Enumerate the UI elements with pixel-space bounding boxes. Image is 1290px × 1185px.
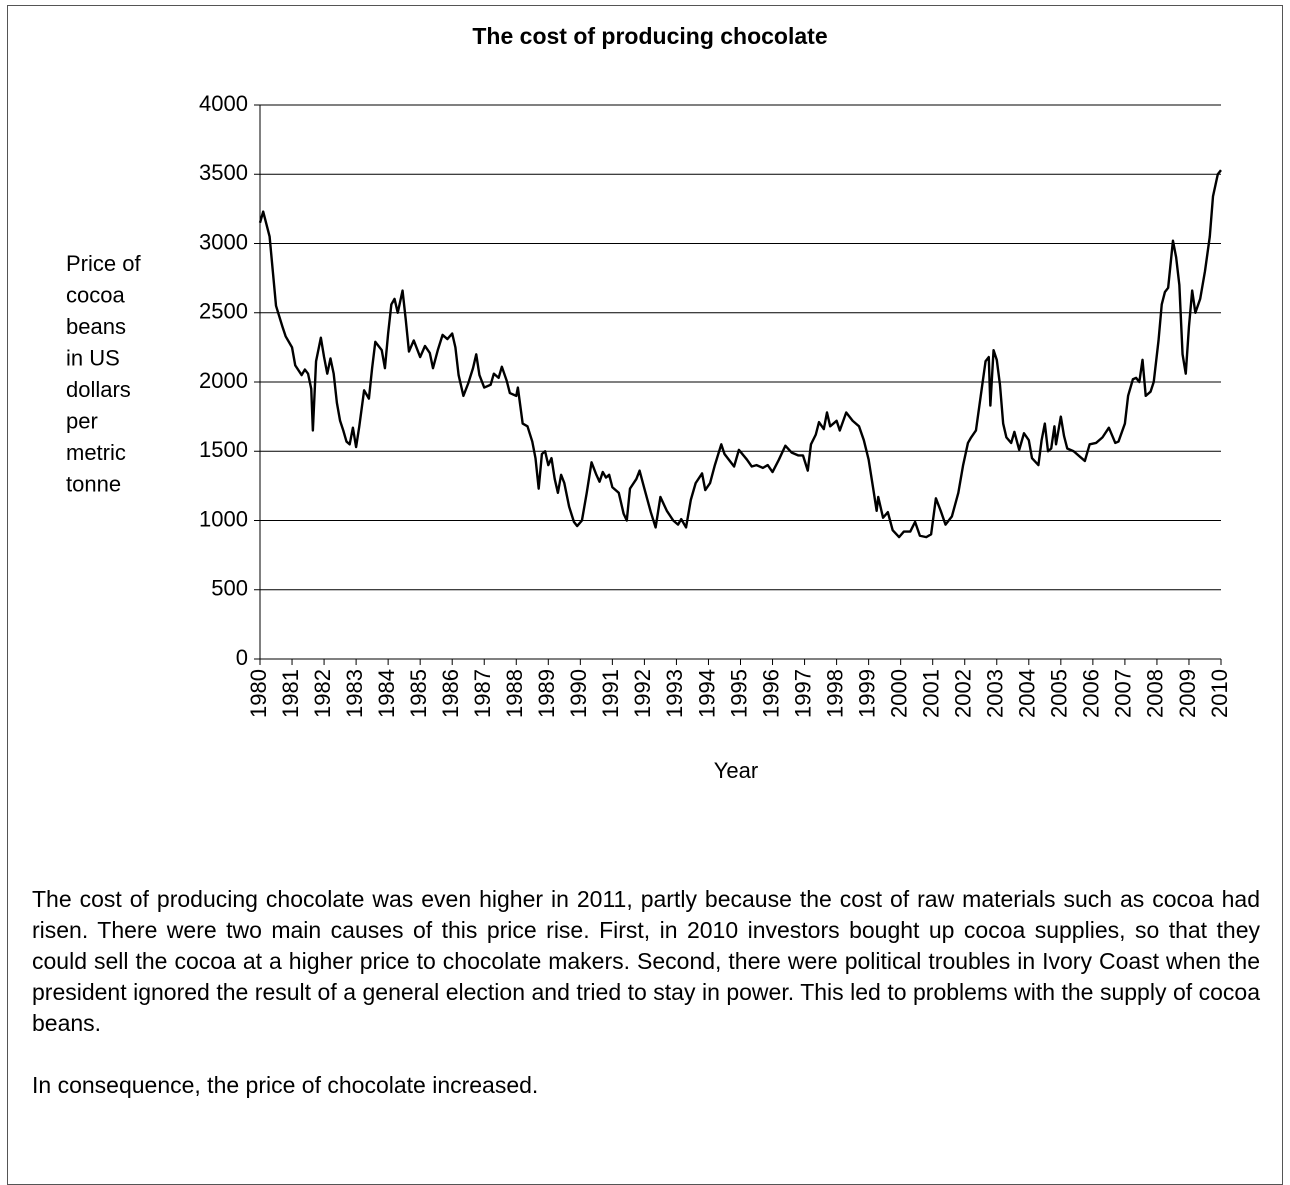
y-tick-label: 1500 bbox=[199, 437, 248, 462]
x-tick-label: 1984 bbox=[374, 669, 399, 718]
x-tick-label: 2003 bbox=[983, 669, 1008, 718]
x-tick-label: 2000 bbox=[886, 669, 911, 718]
y-tick-label: 2500 bbox=[199, 299, 248, 324]
y-axis-label: beans bbox=[66, 314, 126, 339]
y-tick-label: 500 bbox=[211, 576, 248, 601]
x-tick-label: 2004 bbox=[1015, 669, 1040, 718]
data-line bbox=[258, 169, 1222, 539]
x-tick-label: 1985 bbox=[406, 669, 431, 718]
x-tick-label: 1996 bbox=[758, 669, 783, 718]
x-tick-label: 1999 bbox=[854, 669, 879, 718]
x-tick-label: 2005 bbox=[1047, 669, 1072, 718]
x-tick-label: 1993 bbox=[662, 669, 687, 718]
chart: The cost of producing chocolate Year Pri… bbox=[66, 23, 1232, 783]
x-tick-label: 1990 bbox=[566, 669, 591, 718]
y-axis-label: cocoa bbox=[66, 282, 125, 307]
x-tick-label: 1991 bbox=[598, 669, 623, 718]
x-tick-label: 1980 bbox=[246, 669, 271, 718]
y-axis-label: dollars bbox=[66, 377, 131, 402]
x-tick-label: 1997 bbox=[790, 669, 815, 718]
x-tick-label: 2008 bbox=[1143, 669, 1168, 718]
y-tick-label: 0 bbox=[236, 645, 248, 670]
x-tick-label: 1989 bbox=[534, 669, 559, 718]
y-tick-label: 2000 bbox=[199, 368, 248, 393]
paragraph: The cost of producing chocolate was even… bbox=[32, 886, 1260, 1036]
x-tick-label: 2002 bbox=[951, 669, 976, 718]
x-tick-label: 2010 bbox=[1207, 669, 1232, 718]
x-tick-label: 1992 bbox=[630, 669, 655, 718]
x-tick-label: 2006 bbox=[1079, 669, 1104, 718]
y-tick-label: 3500 bbox=[199, 160, 248, 185]
x-tick-label: 1981 bbox=[278, 669, 303, 718]
x-tick-label: 1986 bbox=[438, 669, 463, 718]
x-tick-label: 1994 bbox=[694, 669, 719, 718]
chart-title: The cost of producing chocolate bbox=[472, 23, 827, 49]
body-text: The cost of producing chocolate was even… bbox=[32, 884, 1260, 1132]
x-tick-label: 1987 bbox=[470, 669, 495, 718]
y-axis-label: metric bbox=[66, 440, 126, 465]
x-tick-label: 1982 bbox=[310, 669, 335, 718]
y-tick-label: 1000 bbox=[199, 506, 248, 531]
y-axis-label: tonne bbox=[66, 471, 121, 496]
x-tick-label: 2009 bbox=[1175, 669, 1200, 718]
x-tick-label: 2007 bbox=[1111, 669, 1136, 718]
y-axis-label: Price of bbox=[66, 251, 141, 276]
x-tick-label: 1983 bbox=[342, 669, 367, 718]
x-tick-label: 1988 bbox=[502, 669, 527, 718]
y-tick-label: 4000 bbox=[199, 91, 248, 116]
paragraph: In consequence, the price of chocolate i… bbox=[32, 1072, 539, 1098]
x-tick-label: 1995 bbox=[726, 669, 751, 718]
x-tick-label: 2001 bbox=[919, 669, 944, 718]
x-axis-label: Year bbox=[714, 758, 758, 783]
y-axis-label: in US bbox=[66, 345, 120, 370]
y-tick-label: 3000 bbox=[199, 229, 248, 254]
y-axis-label: per bbox=[66, 408, 98, 433]
x-tick-label: 1998 bbox=[822, 669, 847, 718]
